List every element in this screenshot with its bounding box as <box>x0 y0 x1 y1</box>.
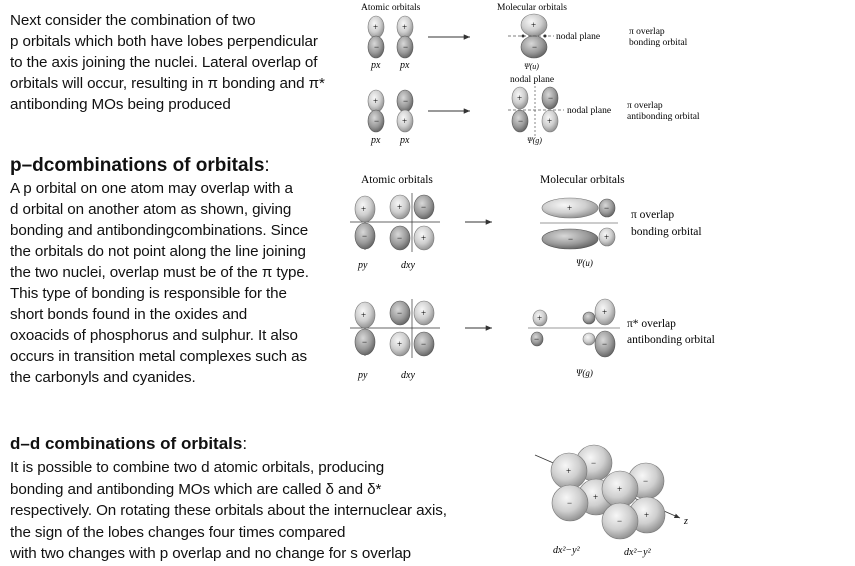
svg-text:+: + <box>361 204 366 214</box>
svg-text:−: − <box>421 339 426 349</box>
pp-figure: Atomic orbitals Molecular orbitals + − + −… <box>361 3 700 146</box>
svg-text:+: + <box>567 203 572 213</box>
svg-text:−: − <box>532 42 537 52</box>
pd-psi-g: Ψ(g) <box>576 368 593 378</box>
pp-label-px-1: px <box>370 60 381 71</box>
svg-text:+: + <box>361 310 366 320</box>
svg-text:+: + <box>402 116 407 126</box>
svg-text:−: − <box>403 96 408 106</box>
svg-text:−: − <box>374 42 379 52</box>
pp-nodal-plane-1: nodal plane <box>556 32 600 42</box>
pd-atomic-label: Atomic orbitals <box>361 174 433 186</box>
pd-anti-atomic-orbitals: + − − + + − py dxy <box>350 299 440 381</box>
pd-heading-colon: : <box>264 155 270 176</box>
pp-anti-atomic-orbitals: + − − + px px <box>367 89 414 146</box>
svg-text:−: − <box>534 334 539 344</box>
svg-text:+: + <box>602 307 607 317</box>
pd-label-py-2: py <box>357 370 368 381</box>
svg-text:−: − <box>567 498 572 508</box>
svg-text:−: − <box>362 231 367 241</box>
pp-nodal-plane-2: nodal plane <box>510 75 554 85</box>
pp-anti-label-2: antibonding orbital <box>627 112 700 122</box>
dd-figure: + − − + + − − + z dx²−y² dx²−y² <box>534 444 688 558</box>
pd-bond-atomic-orbitals: + − + − − + py dxy <box>350 193 440 271</box>
svg-text:−: − <box>362 337 367 347</box>
pp-bonding-mo: + − nodal plane Ψ(u) π overlap bonding or… <box>508 13 688 71</box>
svg-text:+: + <box>397 339 402 349</box>
pd-label-dxy-2: dxy <box>401 370 415 381</box>
pd-anti-label-2: antibonding orbital <box>627 334 715 346</box>
pp-label-px-4: px <box>399 135 410 146</box>
dd-label-1: dx²−y² <box>553 545 581 556</box>
dd-label-2: dx²−y² <box>624 547 652 558</box>
svg-text:−: − <box>568 234 573 244</box>
pp-nodal-plane-3: nodal plane <box>567 106 611 116</box>
svg-text:−: − <box>403 42 408 52</box>
svg-text:+: + <box>421 233 426 243</box>
dd-orbital-2: + − − + <box>601 462 666 540</box>
svg-text:−: − <box>397 233 402 243</box>
dd-heading-text: d–d combinations of orbitals <box>10 434 243 453</box>
svg-text:−: − <box>421 202 426 212</box>
svg-text:+: + <box>397 202 402 212</box>
pd-bonding-label-2: bonding orbital <box>631 226 702 238</box>
svg-text:−: − <box>604 203 609 213</box>
svg-text:+: + <box>373 96 378 106</box>
pp-bonding-label-1: π overlap <box>629 27 665 37</box>
pp-label-px-2: px <box>399 60 410 71</box>
pd-bonding-mo: + − − + Ψ(u) π overlap bonding orbital <box>540 197 702 268</box>
svg-text:+: + <box>517 93 522 103</box>
pp-psi-g: Ψ(g) <box>527 136 542 145</box>
pd-psi-u: Ψ(u) <box>576 258 593 268</box>
svg-text:+: + <box>373 22 378 32</box>
svg-text:+: + <box>593 492 598 502</box>
pd-label-dxy-1: dxy <box>401 260 415 271</box>
pp-bonding-label-2: bonding orbital <box>629 38 688 48</box>
svg-text:−: − <box>548 93 553 103</box>
pp-antibonding-mo: nodal plane + − − + nodal plane Ψ(g) π ove… <box>508 75 700 145</box>
pd-bonding-label-1: π overlap <box>631 209 674 221</box>
svg-text:+: + <box>604 232 609 242</box>
pp-label-px-3: px <box>370 135 381 146</box>
svg-text:+: + <box>402 22 407 32</box>
svg-text:−: − <box>643 476 648 486</box>
pd-heading: p–dcombinations of orbitals: <box>10 155 270 177</box>
pp-molecular-label: Molecular orbitals <box>497 3 567 13</box>
svg-text:−: − <box>518 116 523 126</box>
svg-text:+: + <box>617 484 622 494</box>
pp-bond-atomic-orbitals: + − + − px px <box>367 15 414 71</box>
pp-atomic-label: Atomic orbitals <box>361 3 421 13</box>
pp-anti-label-1: π overlap <box>627 101 663 111</box>
svg-text:+: + <box>421 308 426 318</box>
pi-bonding-paragraph: Next consider the combination of two p o… <box>10 12 325 113</box>
svg-text:−: − <box>397 308 402 318</box>
pd-antibonding-mo: + − + − Ψ(g) π* overlap antibonding orbita… <box>528 298 715 378</box>
svg-text:−: − <box>617 516 622 526</box>
svg-text:+: + <box>566 466 571 476</box>
pd-heading-text: p–dcombinations of orbitals <box>10 155 265 176</box>
pd-paragraph: A p orbital on one atom may overlap with… <box>10 180 309 386</box>
pd-molecular-label: Molecular orbitals <box>540 174 625 186</box>
dd-heading: d–d combinations of orbitals: <box>10 434 247 454</box>
dd-axis-z: z <box>683 516 688 527</box>
svg-text:−: − <box>591 458 596 468</box>
svg-text:−: − <box>602 339 607 349</box>
svg-text:+: + <box>644 510 649 520</box>
dd-heading-colon: : <box>242 434 248 453</box>
pd-figure: Atomic orbitals Molecular orbitals + − + −… <box>350 174 715 381</box>
pd-label-py-1: py <box>357 260 368 271</box>
svg-text:+: + <box>547 116 552 126</box>
pd-anti-label-1: π* overlap <box>627 318 676 330</box>
svg-text:−: − <box>374 116 379 126</box>
pp-psi-u: Ψ(u) <box>524 62 539 71</box>
dd-paragraph: It is possible to combine two d atomic o… <box>10 459 447 562</box>
svg-text:+: + <box>531 20 536 30</box>
svg-text:+: + <box>537 313 542 323</box>
